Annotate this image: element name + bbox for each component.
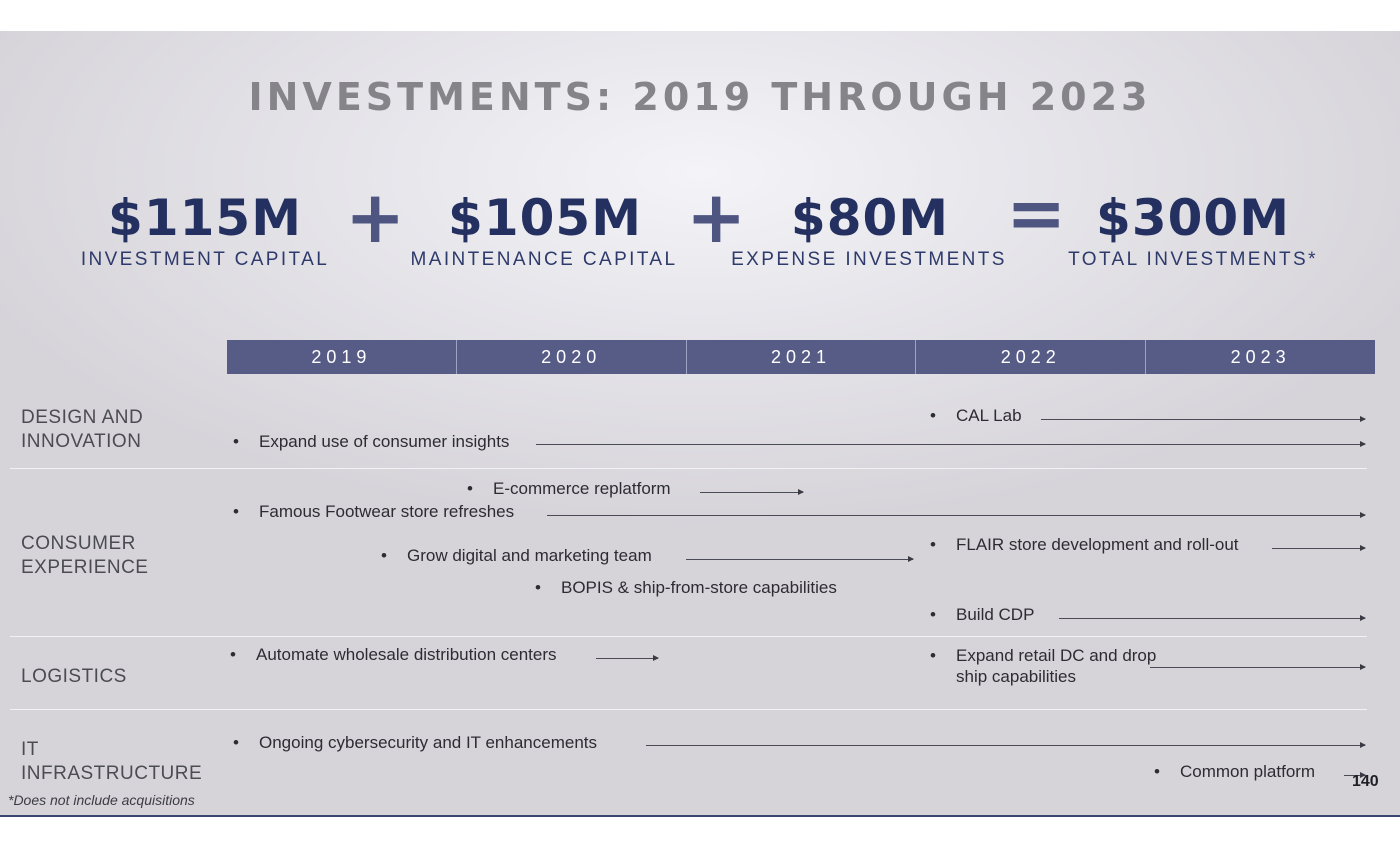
year-2023: 2023 — [1230, 347, 1291, 367]
category-design-innovation: DESIGN AND INNOVATION — [21, 407, 144, 452]
year-2022: 2022 — [916, 340, 1147, 374]
expense-investments-label: EXPENSE INVESTMENTS — [731, 249, 1007, 270]
timeline-arrow — [536, 441, 1366, 447]
timeline-arrow — [1344, 772, 1366, 778]
initiative-automate-dc: • Automate wholesale distribution centers — [230, 645, 557, 664]
investment-capital-amount: $115M — [108, 189, 302, 247]
timeline-arrow — [1041, 416, 1366, 422]
timeline-arrow — [1059, 615, 1366, 621]
expense-investments-amount: $80M — [790, 189, 950, 247]
timeline-arrow — [547, 512, 1366, 518]
initiative-retail-dc: • Expand retail DC and drop ship capabilit… — [930, 646, 1157, 686]
total-investments-label: TOTAL INVESTMENTS* — [1068, 249, 1318, 270]
initiative-build-cdp: • Build CDP — [930, 605, 1035, 624]
timeline-arrow — [596, 655, 659, 661]
plus-sign: + — [686, 175, 747, 259]
initiative-cybersecurity: • Ongoing cybersecurity and IT enhancemen… — [233, 733, 597, 752]
slide: INVESTMENTS: 2019 THROUGH 2023 $115M INV… — [0, 31, 1400, 817]
maintenance-capital-label: MAINTENANCE CAPITAL — [410, 249, 678, 270]
initiative-cal-lab: • CAL Lab — [930, 406, 1022, 425]
initiative-common-platform: • Common platform — [1154, 762, 1316, 781]
bottom-rule — [0, 815, 1400, 817]
row-divider — [10, 636, 1367, 637]
row-divider — [10, 709, 1367, 710]
plus-sign: + — [345, 175, 406, 259]
footnote: *Does not include acquisitions — [8, 792, 195, 808]
timeline-arrow — [646, 742, 1366, 748]
equals-sign: = — [1006, 171, 1067, 255]
slide-title: INVESTMENTS: 2019 THROUGH 2023 — [248, 75, 1152, 119]
year-2019: 2019 — [227, 340, 457, 374]
category-logistics: LOGISTICS — [21, 666, 127, 687]
total-investments-amount: $300M — [1096, 189, 1290, 247]
year-2021: 2021 — [687, 340, 917, 374]
year-2020: 2020 — [457, 340, 687, 374]
initiative-digital-marketing-team: • Grow digital and marketing team — [381, 546, 652, 565]
maintenance-capital-amount: $105M — [448, 189, 642, 247]
initiative-flair-store: • FLAIR store development and roll-out — [930, 535, 1239, 554]
initiative-famous-footwear: • Famous Footwear store refreshes — [233, 502, 515, 521]
year-header-bar: 2019 2020 2021 2022 2023 — [227, 340, 1375, 374]
timeline-arrow — [1272, 545, 1366, 551]
category-consumer-experience: CONSUMER EXPERIENCE — [21, 533, 149, 578]
initiative-bopis: • BOPIS & ship-from-store capabilities — [535, 578, 837, 597]
timeline-arrow — [700, 489, 804, 495]
page-number: 140 — [1352, 773, 1379, 790]
timeline-arrow — [1150, 664, 1366, 670]
row-divider — [10, 468, 1367, 469]
initiative-ecommerce-replatform: • E-commerce replatform — [467, 479, 671, 498]
category-it-infrastructure: IT INFRASTRUCTURE — [21, 739, 203, 784]
timeline-arrow — [686, 556, 914, 562]
initiative-consumer-insights: • Expand use of consumer insights — [233, 432, 510, 451]
investment-capital-label: INVESTMENT CAPITAL — [80, 249, 330, 270]
